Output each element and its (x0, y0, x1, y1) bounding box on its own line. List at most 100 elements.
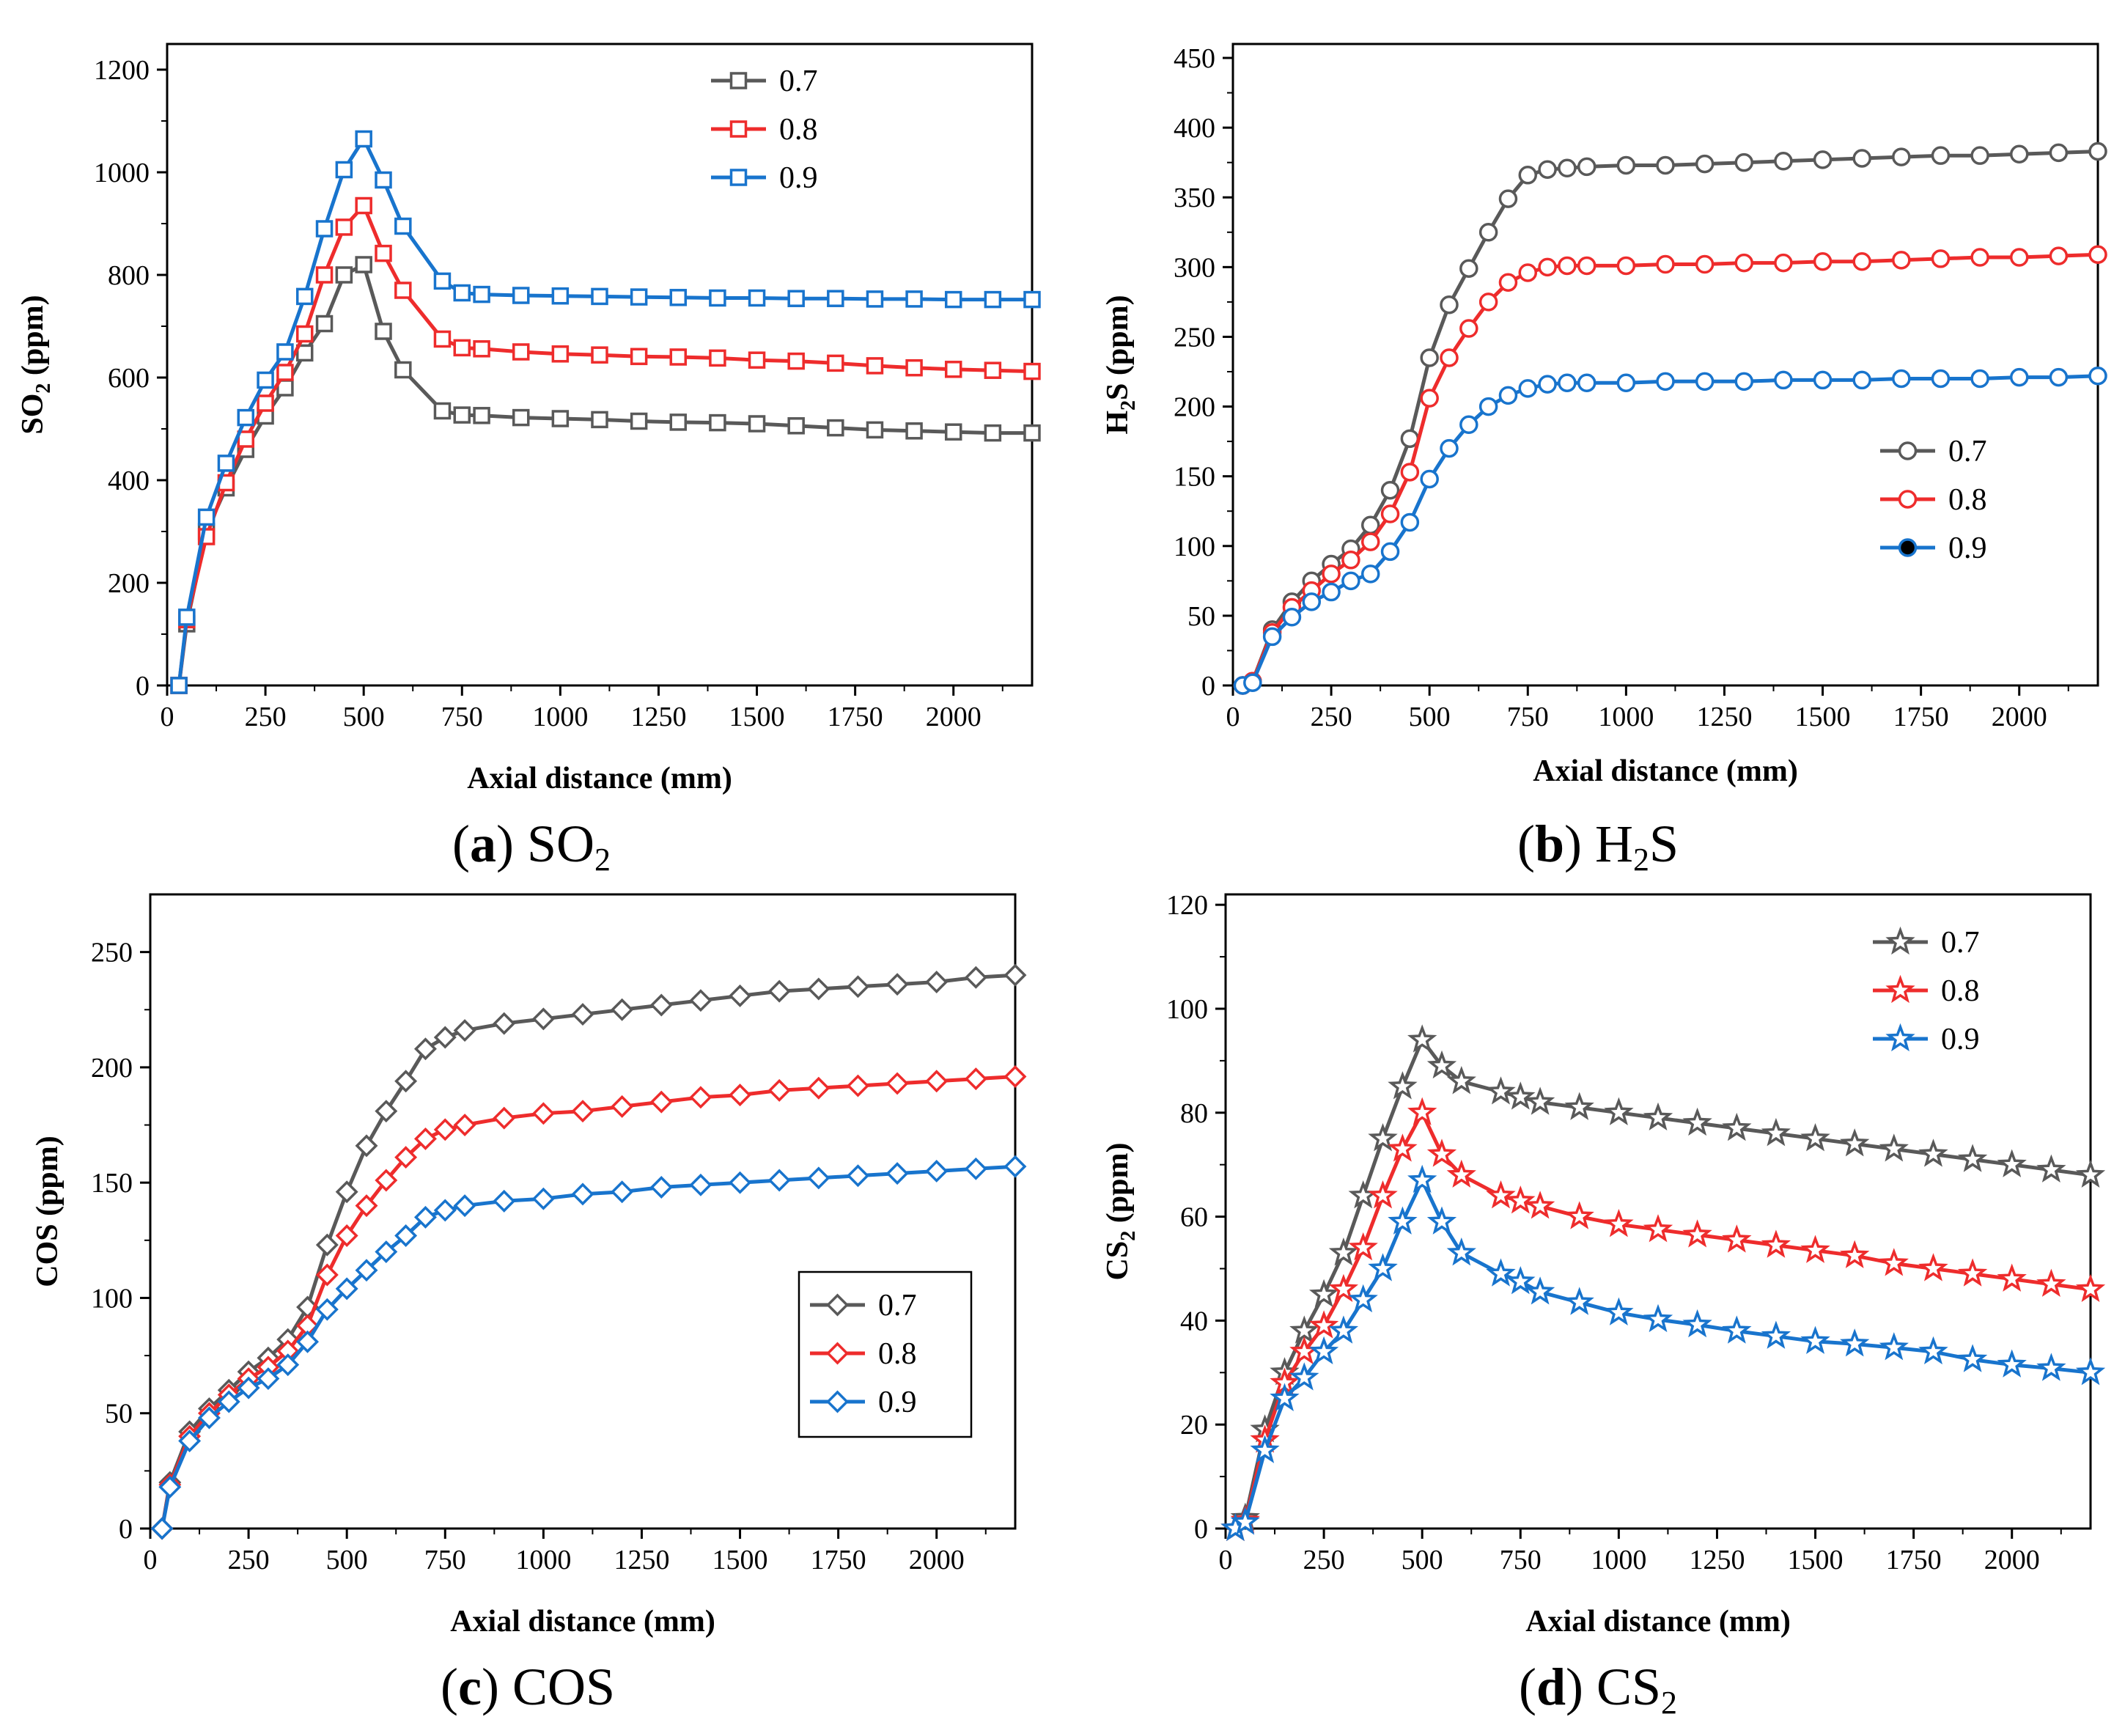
data-point (905, 422, 923, 440)
data-point (1761, 1117, 1791, 1147)
x-tick-label: 750 (1507, 702, 1549, 732)
data-point (1577, 157, 1596, 177)
x-tick-label: 0 (1226, 702, 1240, 732)
data-point (237, 1376, 260, 1400)
data-point (335, 266, 353, 284)
data-point (984, 361, 1002, 379)
data-point (1800, 1325, 1830, 1354)
legend-marker (826, 1342, 849, 1365)
data-point (295, 344, 314, 362)
data-point (512, 287, 530, 304)
data-point (925, 1070, 949, 1093)
data-point (355, 130, 372, 148)
x-tick-label: 1750 (1893, 702, 1949, 732)
data-point (2049, 367, 2069, 387)
panel-caption: (a) SO2 (452, 814, 611, 878)
caption-close: ) (496, 814, 527, 873)
data-point (1604, 1097, 1634, 1125)
data-point (1289, 1362, 1319, 1391)
data-point (807, 1076, 830, 1100)
data-point (433, 1199, 457, 1222)
legend-marker (729, 120, 748, 138)
data-point (1774, 152, 1793, 171)
x-tick-label: 1750 (828, 702, 883, 732)
data-point (375, 171, 392, 189)
y-axis-title-rest: (ppm) (16, 295, 50, 383)
data-point (1682, 1219, 1712, 1248)
data-point (453, 339, 471, 357)
x-tick-label: 1750 (811, 1545, 866, 1575)
data-point (669, 289, 688, 306)
data-point (846, 975, 869, 998)
data-point (1486, 1258, 1516, 1287)
panel-caption: (c) COS (441, 1658, 615, 1716)
series-0.8 (170, 196, 1041, 694)
data-point (1813, 370, 1833, 390)
data-point (453, 1194, 476, 1218)
data-point (276, 364, 294, 381)
data-point (1506, 1266, 1536, 1295)
data-point (1400, 512, 1420, 532)
data-point (296, 1330, 320, 1353)
data-point (1918, 1253, 1948, 1281)
data-point (1446, 1066, 1476, 1095)
data-point (433, 1026, 457, 1049)
data-point (1328, 1273, 1358, 1303)
data-point (767, 1169, 791, 1192)
data-point (413, 1037, 437, 1061)
data-point (1023, 290, 1041, 309)
data-point (1407, 1164, 1437, 1194)
data-point (1348, 1180, 1378, 1209)
data-point (709, 413, 726, 432)
y-tick-label: 400 (108, 466, 150, 496)
data-point (571, 1100, 594, 1123)
panel-a: 0 250 500 750 1000 1250 1500 1750 2000 0 200 400 600… (16, 43, 1041, 878)
data-point (1262, 627, 1282, 647)
caption-open: ( (1517, 814, 1535, 873)
data-point (315, 1263, 339, 1287)
x-tick-label: 2000 (926, 702, 982, 732)
data-point (1270, 1383, 1300, 1412)
data-point (827, 354, 844, 372)
data-point (551, 410, 570, 427)
caption-sub: 2 (1661, 1685, 1677, 1721)
y-tick-label: 300 (1174, 252, 1215, 283)
data-point (1360, 564, 1380, 584)
data-point (1970, 248, 1989, 267)
x-tick-label: 250 (1311, 702, 1352, 732)
data-point (1852, 251, 1871, 271)
data-point (512, 343, 530, 361)
data-point (1426, 1206, 1457, 1235)
data-point (315, 1233, 339, 1257)
data-point (905, 290, 923, 308)
series-0.7 (150, 963, 1027, 1540)
legend-marker (1885, 926, 1915, 955)
data-point (1518, 166, 1538, 185)
data-point (355, 1194, 378, 1218)
x-tick-label: 500 (343, 702, 385, 732)
data-point (630, 288, 648, 306)
data-point (1852, 149, 1871, 168)
data-point (571, 1183, 594, 1206)
caption-open: ( (452, 814, 470, 873)
y-axis-title-rest: S (ppm) (1101, 295, 1135, 400)
y-tick-label: 100 (1166, 994, 1208, 1025)
data-point (394, 1070, 418, 1093)
data-point (1997, 1349, 2027, 1378)
data-point (1957, 1258, 1988, 1287)
data-point (925, 1159, 949, 1183)
data-point (1997, 1149, 2027, 1177)
x-tick-label: 1000 (1598, 702, 1654, 732)
x-tick-label: 1500 (1795, 702, 1851, 732)
legend-marker (1898, 538, 1918, 557)
series-line (1242, 252, 2099, 688)
x-tick-label: 2000 (1984, 1545, 2040, 1575)
legend: 0.7 0.8 0.9 (1873, 926, 1980, 1056)
data-point (1478, 397, 1498, 416)
legend: 0.7 0.8 0.9 (1880, 435, 1987, 565)
data-point (1918, 1336, 1948, 1365)
data-point (1577, 373, 1596, 392)
data-point (1420, 469, 1439, 489)
legend-label: 0.9 (1941, 1023, 1980, 1056)
data-point (1722, 1224, 1752, 1253)
